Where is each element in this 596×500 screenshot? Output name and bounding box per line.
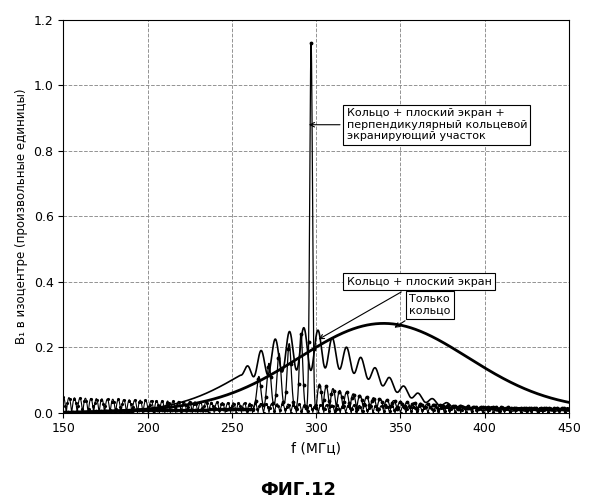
X-axis label: f (МГц): f (МГц) [291,441,341,455]
Text: Кольцо + плоский экран: Кольцо + плоский экран [319,277,491,338]
Y-axis label: В₁ в изоцентре (произвольные единицы): В₁ в изоцентре (произвольные единицы) [15,88,28,344]
Text: ФИГ.12: ФИГ.12 [260,481,336,499]
Text: Только
кольцо: Только кольцо [395,294,450,327]
Text: Кольцо + плоский экран +
перпендикулярный кольцевой
экранирующий участок: Кольцо + плоский экран + перпендикулярны… [310,108,527,142]
